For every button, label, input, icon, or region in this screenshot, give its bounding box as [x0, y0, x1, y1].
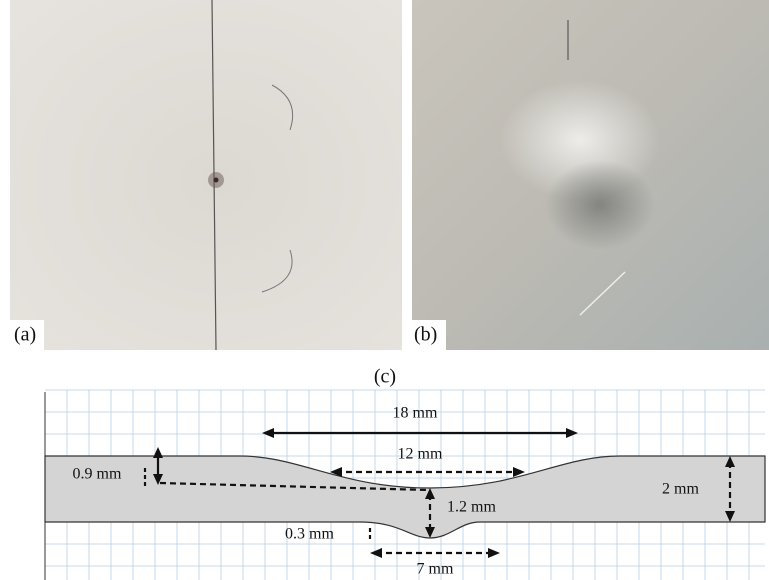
dimension-label: 7 mm: [417, 561, 454, 578]
dimension-label: 1.2 mm: [447, 499, 496, 516]
figure: (a) (b) (c) 18 mm 12 mm 0.9 mm 1.2 mm: [0, 0, 769, 580]
photo-b: (b): [412, 0, 769, 350]
dimension-label: 2 mm: [662, 481, 699, 498]
dimension-label: 12 mm: [398, 446, 443, 463]
dimension-label: 0.9 mm: [73, 466, 122, 483]
panel-label: (b): [414, 324, 437, 346]
photo-a: (a): [10, 0, 402, 350]
dimension-label: 0.3 mm: [285, 526, 334, 543]
profile: [45, 456, 765, 538]
dimension-label: 18 mm: [393, 405, 438, 422]
panel-label: (a): [14, 324, 36, 346]
panel-label: (c): [374, 366, 396, 388]
